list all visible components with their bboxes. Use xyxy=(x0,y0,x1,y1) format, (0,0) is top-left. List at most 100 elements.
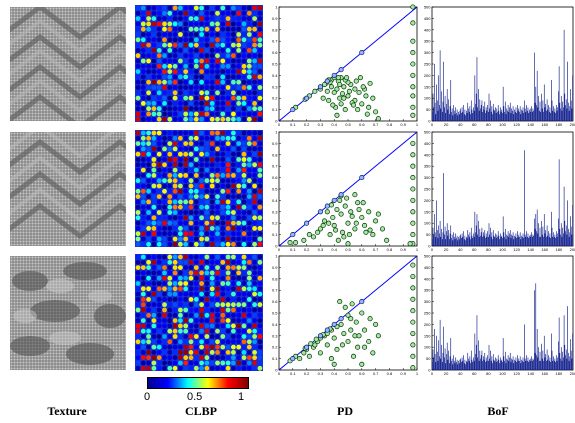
clbp-cell xyxy=(156,5,162,11)
bof-bar xyxy=(558,317,560,370)
clbp-cell xyxy=(178,101,183,106)
bof-bar xyxy=(511,108,512,121)
clbp-cell xyxy=(183,157,189,162)
bof-bar xyxy=(474,333,476,370)
clbp-cell xyxy=(246,32,252,37)
pd-point xyxy=(352,333,358,339)
bof-bar xyxy=(436,230,438,246)
clbp-cell xyxy=(199,106,204,112)
clbp-cell xyxy=(215,21,220,27)
pd-x-tick-label: 0.1 xyxy=(290,371,296,376)
clbp-cell xyxy=(151,210,157,215)
clbp-cell xyxy=(172,58,178,64)
bof-bar xyxy=(518,358,520,370)
clbp-cell xyxy=(183,275,189,281)
pd-point xyxy=(410,232,416,238)
clbp-cell xyxy=(188,355,194,361)
bof-bar xyxy=(565,99,567,121)
bof-bar xyxy=(505,114,507,121)
clbp-cell xyxy=(209,85,215,90)
clbp-cell xyxy=(183,302,189,308)
clbp-cell xyxy=(178,63,183,69)
clbp-cell xyxy=(257,90,263,96)
bof-bar xyxy=(488,223,490,246)
bof-bar xyxy=(502,216,504,246)
clbp-cell xyxy=(252,226,257,231)
clbp-cell xyxy=(252,210,257,215)
bof-bar xyxy=(446,354,447,370)
clbp-cell xyxy=(146,323,151,329)
bof-bar xyxy=(480,235,481,246)
pd-point xyxy=(317,226,323,232)
clbp-cell xyxy=(209,334,215,339)
clbp-cell xyxy=(172,79,178,85)
pd-x-tick-label: 0.6 xyxy=(359,371,365,376)
bof-x-tick-label: 60 xyxy=(472,247,477,252)
clbp-cell xyxy=(167,53,173,59)
clbp-cell xyxy=(236,199,242,205)
bof-y-tick-label: 400 xyxy=(424,152,431,157)
bof-bar xyxy=(458,363,460,370)
clbp-cell xyxy=(241,334,247,339)
clbp-cell xyxy=(257,297,263,302)
bof-bar xyxy=(434,102,436,121)
bof-y-tick-label: 400 xyxy=(424,276,431,281)
clbp-cell xyxy=(241,53,247,59)
bof-bar xyxy=(439,319,441,370)
bof-bar xyxy=(465,364,466,370)
clbp-cell xyxy=(162,16,167,21)
pd-point xyxy=(335,75,341,81)
bof-bar xyxy=(442,101,444,121)
bof-bar xyxy=(439,220,441,246)
pd-x-tick-label: 0.4 xyxy=(331,122,337,127)
clbp-cell xyxy=(146,141,151,146)
pd-y-tick-label: 0.8 xyxy=(272,152,278,157)
pd-point xyxy=(362,327,368,333)
clbp-cell xyxy=(257,259,263,265)
clbp-cell xyxy=(231,241,236,247)
bof-bar xyxy=(482,236,483,246)
bof-bar xyxy=(478,340,479,370)
pd-point xyxy=(359,101,365,107)
pd-point xyxy=(342,203,348,209)
clbp-cell xyxy=(199,146,204,152)
clbp-cell xyxy=(236,220,242,226)
pd-x-tick-label: 0.7 xyxy=(373,247,379,252)
clbp-cell xyxy=(178,275,183,281)
bof-bar xyxy=(453,236,455,246)
bof-bar xyxy=(526,355,527,370)
pd-y-tick-label: 0 xyxy=(275,244,278,249)
clbp-cell xyxy=(146,291,151,297)
clbp-cell xyxy=(178,95,183,101)
clbp-cell xyxy=(167,254,173,260)
bof-bar xyxy=(562,351,564,370)
clbp-cell xyxy=(183,116,189,122)
clbp-cell xyxy=(236,53,242,59)
clbp-cell xyxy=(215,101,220,106)
clbp-cell xyxy=(225,106,231,112)
clbp-cell xyxy=(215,286,220,292)
clbp-cell xyxy=(199,286,204,292)
bof-x-tick-label: 40 xyxy=(458,247,463,252)
clbp-cell xyxy=(252,178,257,184)
clbp-cell xyxy=(215,302,220,308)
clbp-cell xyxy=(225,270,231,276)
bof-bar xyxy=(499,363,500,370)
clbp-cell xyxy=(257,344,263,350)
pd-point xyxy=(345,338,351,345)
clbp-cell xyxy=(156,173,162,178)
clbp-cell xyxy=(246,79,252,85)
clbp-map-1 xyxy=(135,5,263,122)
bof-y-tick-label: 50 xyxy=(426,232,431,237)
clbp-cell xyxy=(225,307,231,313)
clbp-cell xyxy=(236,236,242,242)
clbp-cell xyxy=(183,318,189,323)
bof-bar xyxy=(485,357,487,370)
clbp-cell xyxy=(188,178,194,184)
clbp-cell xyxy=(151,226,157,231)
clbp-cell xyxy=(172,334,178,339)
bof-y-tick-label: 150 xyxy=(424,209,431,214)
bof-bar xyxy=(457,364,459,370)
clbp-cell xyxy=(231,167,236,173)
clbp-cell xyxy=(199,215,204,221)
